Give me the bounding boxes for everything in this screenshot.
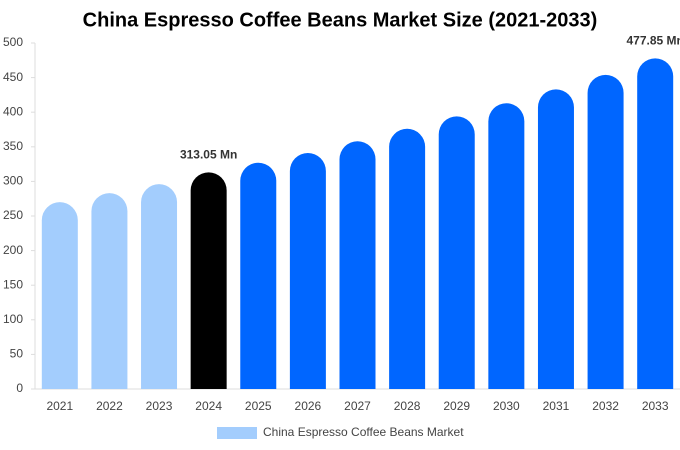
legend-swatch <box>217 427 257 439</box>
bar <box>289 153 326 389</box>
y-tick-label: 50 <box>10 347 24 361</box>
x-tick-label: 2028 <box>394 399 421 413</box>
x-tick-label: 2030 <box>493 399 520 413</box>
bar <box>141 184 178 389</box>
chart-title: China Espresso Coffee Beans Market Size … <box>83 9 598 31</box>
bar <box>339 141 376 389</box>
bar <box>488 103 525 390</box>
x-tick-label: 2021 <box>46 399 73 413</box>
bar <box>637 58 674 390</box>
y-tick-label: 250 <box>3 208 23 222</box>
y-tick-label: 500 <box>3 35 23 49</box>
x-tick-label: 2032 <box>592 399 619 413</box>
bar <box>438 116 475 390</box>
bar <box>389 128 426 390</box>
bar <box>41 202 78 389</box>
y-tick-label: 350 <box>3 139 23 153</box>
value-label: 477.85 Mn <box>627 33 680 47</box>
x-tick-label: 2033 <box>642 399 669 413</box>
bar <box>91 193 128 389</box>
bar <box>190 172 227 389</box>
y-tick-label: 400 <box>3 104 23 118</box>
y-tick-label: 200 <box>3 243 23 257</box>
x-tick-label: 2025 <box>245 399 272 413</box>
bar <box>587 74 624 389</box>
x-tick-label: 2031 <box>543 399 570 413</box>
x-tick-label: 2022 <box>96 399 123 413</box>
y-tick-label: 0 <box>16 381 23 395</box>
bar <box>537 89 574 389</box>
value-label: 313.05 Mn <box>180 148 237 162</box>
x-tick-label: 2026 <box>295 399 322 413</box>
x-tick-label: 2024 <box>195 399 222 413</box>
y-tick-label: 150 <box>3 277 23 291</box>
bar <box>240 162 277 389</box>
y-tick-label: 100 <box>3 312 23 326</box>
x-tick-label: 2023 <box>146 399 173 413</box>
legend-label: China Espresso Coffee Beans Market <box>263 425 464 439</box>
x-tick-label: 2027 <box>344 399 371 413</box>
x-tick-label: 2029 <box>443 399 470 413</box>
y-tick-label: 450 <box>3 70 23 84</box>
y-tick-label: 300 <box>3 174 23 188</box>
